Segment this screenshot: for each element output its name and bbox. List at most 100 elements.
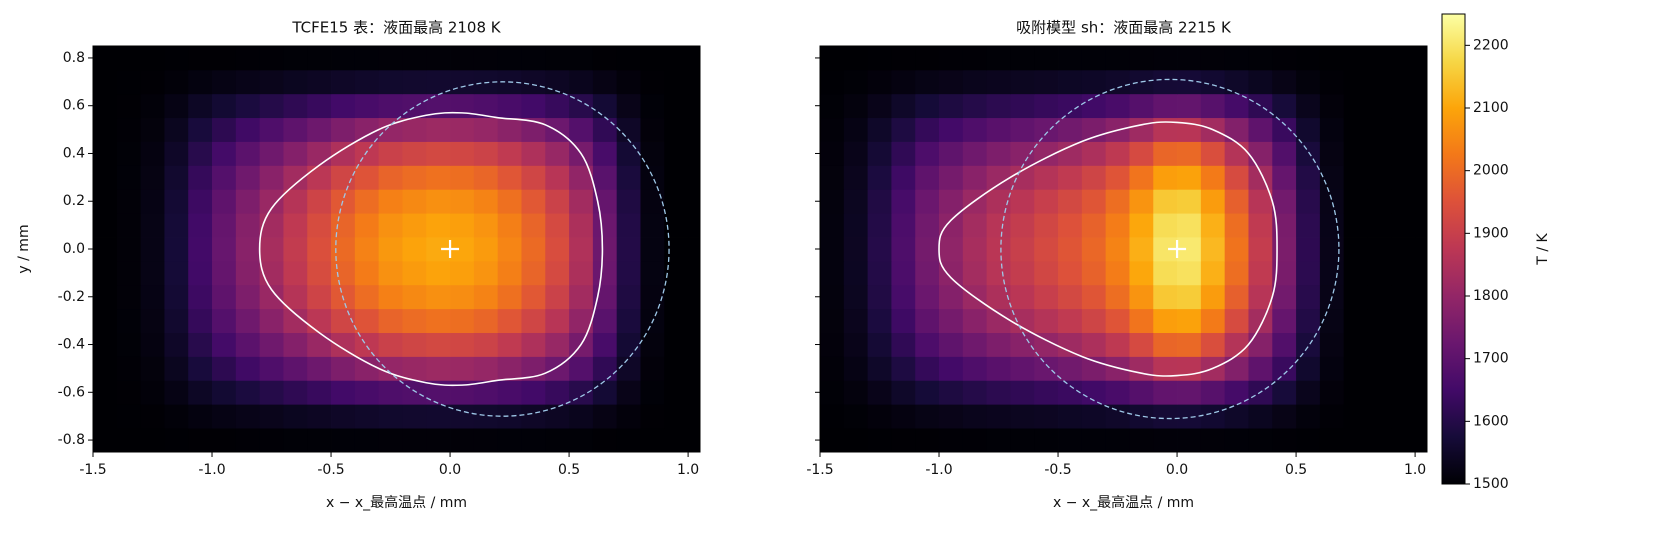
heat-cell <box>592 404 618 429</box>
heat-cell <box>378 428 403 452</box>
heat-cell <box>283 237 308 262</box>
heat-cell <box>986 165 1011 190</box>
peak-marker <box>441 240 460 258</box>
heat-cell <box>1200 189 1226 214</box>
heat-cell <box>1177 46 1202 71</box>
heat-cell <box>640 237 665 262</box>
heat-cell <box>891 141 916 166</box>
heat-cell <box>402 356 427 381</box>
heat-cell <box>116 308 142 333</box>
heat-cell <box>1010 69 1035 95</box>
heat-cell <box>188 93 213 119</box>
heat-cell <box>1343 380 1368 405</box>
heat-cell <box>1200 46 1226 71</box>
heat-cell <box>1058 260 1083 286</box>
heat-cell <box>212 332 237 357</box>
heat-cell <box>331 237 356 262</box>
heat-cell <box>331 117 356 142</box>
heat-cell <box>1010 213 1035 238</box>
heat-cell <box>569 117 594 142</box>
heat-cell <box>1081 141 1107 166</box>
heat-cell <box>545 117 570 142</box>
heat-cell <box>259 93 284 119</box>
heat-cell <box>1367 404 1392 429</box>
heat-cell <box>1367 141 1392 166</box>
heat-cell <box>378 332 403 357</box>
heat-cell <box>164 428 189 452</box>
heat-cell <box>307 189 332 214</box>
heat-cell <box>939 213 964 238</box>
heat-cell <box>188 189 213 214</box>
heat-cell <box>867 260 892 286</box>
heat-cell <box>986 93 1011 119</box>
heat-cell <box>820 93 845 119</box>
heat-cell <box>402 189 427 214</box>
heat-cell <box>986 404 1011 429</box>
heat-cell <box>426 428 451 452</box>
heat-cell <box>426 260 451 286</box>
x-axis-label: x − x_最高温点 / mm <box>326 494 467 511</box>
heat-cell <box>1272 404 1297 429</box>
heat-cell <box>545 141 570 166</box>
heat-cell <box>1224 141 1249 166</box>
heat-cell <box>867 404 892 429</box>
heat-cell <box>93 260 118 286</box>
x-tick-label: -0.5 <box>1044 462 1071 478</box>
y-tick-label: -0.4 <box>58 337 85 353</box>
heat-cell <box>1248 308 1273 333</box>
heat-cell <box>450 356 475 381</box>
heat-cell <box>962 165 988 190</box>
heat-cell <box>1272 356 1297 381</box>
heat-cell <box>1058 428 1083 452</box>
heat-cell <box>1248 404 1273 429</box>
heat-cell <box>402 428 427 452</box>
heat-cell <box>569 189 594 214</box>
heat-cell <box>1319 308 1345 333</box>
heat-cell <box>1153 380 1178 405</box>
heat-cell <box>450 404 475 429</box>
heat-cell <box>521 93 546 119</box>
heat-cell <box>307 380 332 405</box>
heat-cell <box>616 213 641 238</box>
heat-cell <box>1343 141 1368 166</box>
heat-cell <box>164 117 189 142</box>
heat-cell <box>867 117 892 142</box>
heat-cell <box>640 165 665 190</box>
heat-cell <box>915 404 940 429</box>
heat-cell <box>140 165 165 190</box>
heat-cell <box>1129 428 1154 452</box>
heat-cell <box>867 46 892 71</box>
heat-cell <box>164 189 189 214</box>
heat-cell <box>450 213 475 238</box>
heat-cell <box>473 428 499 452</box>
heat-cell <box>1343 189 1368 214</box>
heat-cell <box>891 213 916 238</box>
heat-cell <box>93 404 118 429</box>
heat-cell <box>116 260 142 286</box>
heat-cell <box>592 93 618 119</box>
heat-cell <box>1391 404 1416 429</box>
heat-cell <box>1224 260 1249 286</box>
heat-cell <box>307 332 332 357</box>
heat-cell <box>939 428 964 452</box>
heat-cell <box>497 404 522 429</box>
heat-cell <box>962 308 988 333</box>
heat-cell <box>640 46 665 71</box>
heat-cell <box>140 237 165 262</box>
heat-cell <box>164 213 189 238</box>
heat-cell <box>497 165 522 190</box>
heat-cell <box>1105 404 1130 429</box>
heat-cell <box>616 117 641 142</box>
heat-cell <box>235 189 261 214</box>
heat-cell <box>891 69 916 95</box>
colorbar-tick-label: 2000 <box>1473 163 1509 179</box>
heat-cell <box>116 189 142 214</box>
heat-cell <box>1081 237 1107 262</box>
heat-cell <box>307 428 332 452</box>
heat-cell <box>212 404 237 429</box>
heat-cell <box>307 284 332 310</box>
heat-cell <box>140 69 165 95</box>
heat-cell <box>616 404 641 429</box>
heat-cell <box>1153 308 1178 333</box>
heat-cell <box>164 69 189 95</box>
